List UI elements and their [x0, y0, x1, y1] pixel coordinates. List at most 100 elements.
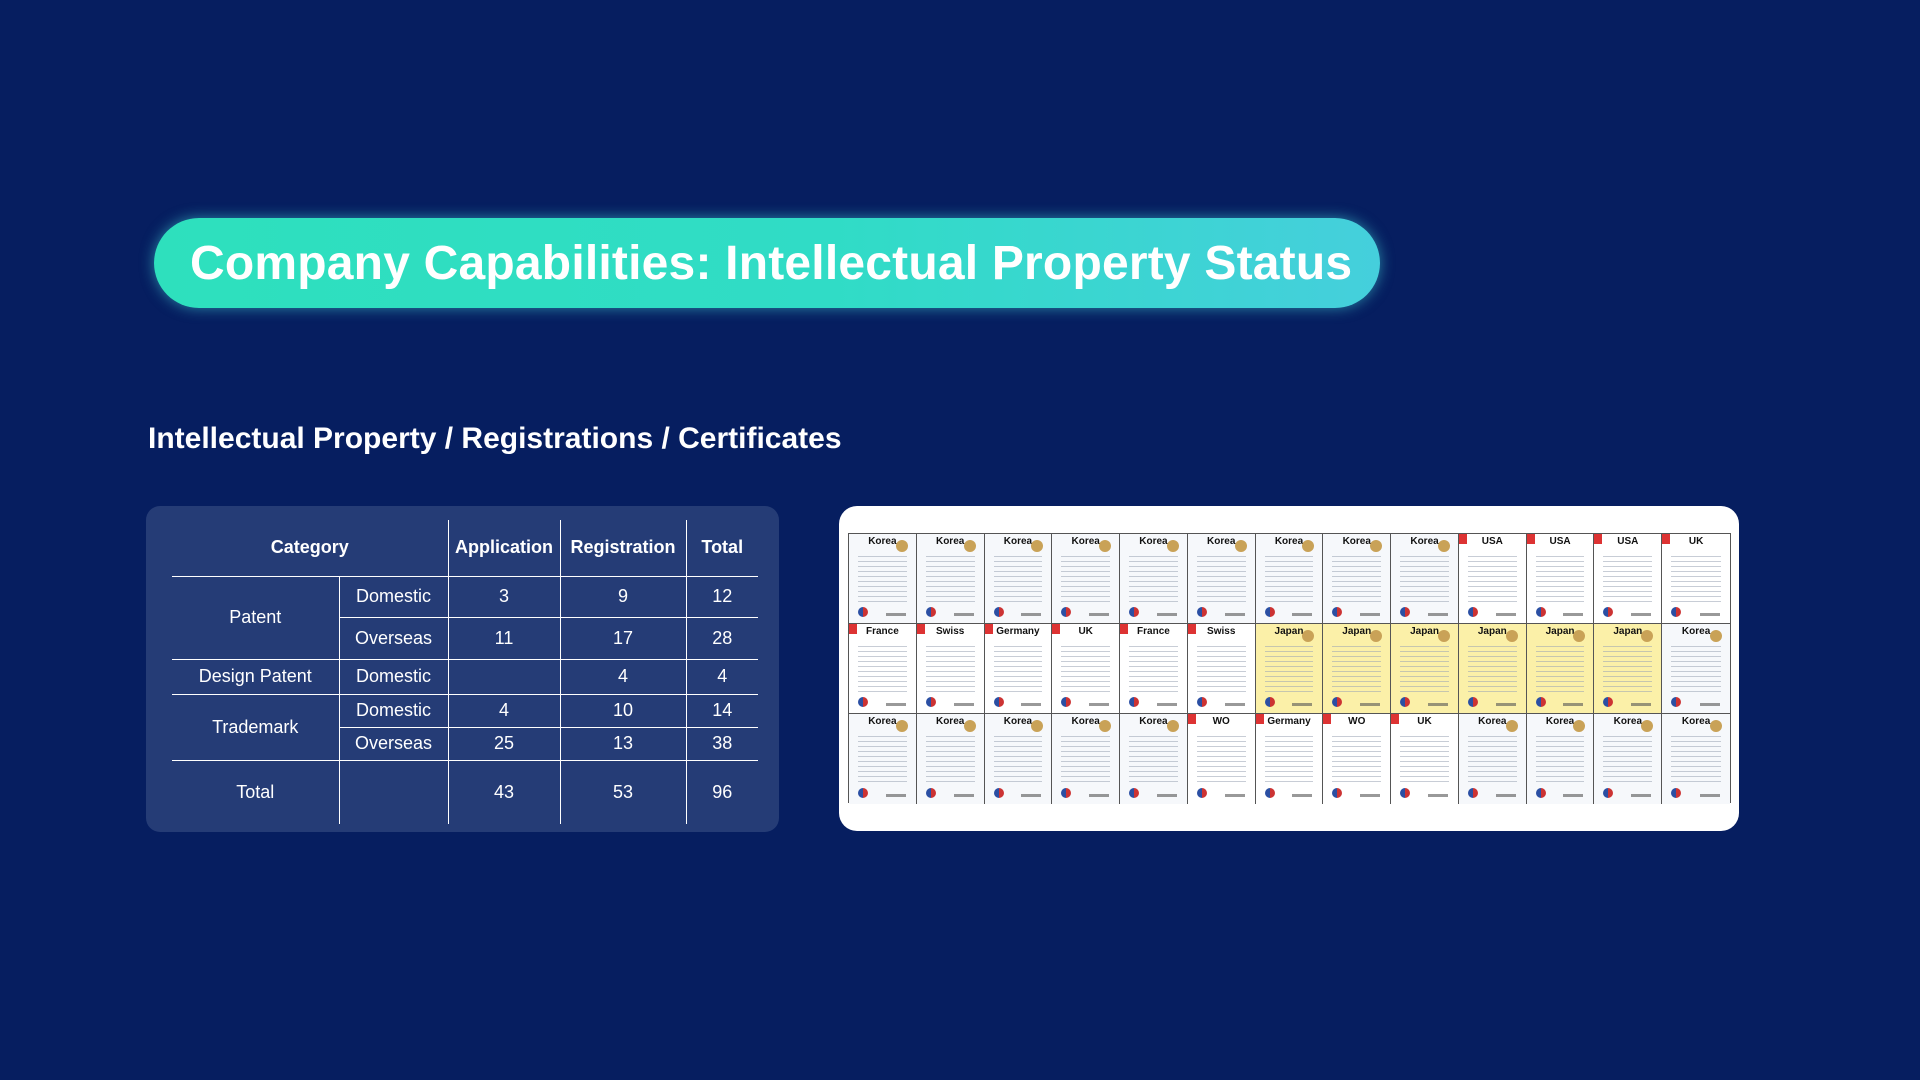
certificate-text-lines	[926, 736, 975, 782]
emblem-icon	[1400, 697, 1410, 707]
signature-mark	[1157, 613, 1177, 616]
category-patent: Patent	[172, 576, 339, 659]
certificate-text-lines	[926, 646, 975, 692]
certificate-text-lines	[858, 646, 907, 692]
cell-application	[448, 659, 560, 694]
signature-mark	[1225, 703, 1245, 706]
emblem-icon	[1061, 607, 1071, 617]
certificate-country: France	[1120, 626, 1187, 637]
cell-application: 25	[448, 727, 560, 760]
certificate-country: France	[849, 626, 916, 637]
cell-total: 38	[686, 727, 758, 760]
certificate-thumbnail: Swiss	[917, 624, 985, 714]
certificate-thumbnail: Korea	[1594, 714, 1662, 804]
emblem-icon	[1265, 697, 1275, 707]
ribbon-icon	[1052, 624, 1060, 634]
signature-mark	[1631, 703, 1651, 706]
seal-icon	[964, 540, 976, 552]
certificate-thumbnail: USA	[1527, 534, 1595, 624]
certificate-thumbnail: France	[849, 624, 917, 714]
certificate-thumbnail: USA	[1459, 534, 1527, 624]
emblem-icon	[1603, 607, 1613, 617]
certificate-text-lines	[994, 736, 1043, 782]
certificate-text-lines	[994, 556, 1043, 602]
signature-mark	[1225, 613, 1245, 616]
emblem-icon	[1332, 788, 1342, 798]
certificate-thumbnail: Korea	[1391, 534, 1459, 624]
certificate-country: UK	[1052, 626, 1119, 637]
table-row-total: Total 43 53 96	[172, 760, 758, 824]
emblem-icon	[1332, 697, 1342, 707]
sub-category: Overseas	[339, 617, 448, 659]
seal-icon	[1031, 540, 1043, 552]
certificate-text-lines	[926, 556, 975, 602]
certificate-text-lines	[1061, 646, 1110, 692]
emblem-icon	[1468, 697, 1478, 707]
signature-mark	[1496, 613, 1516, 616]
signature-mark	[1021, 703, 1041, 706]
total-total: 96	[686, 760, 758, 824]
certificate-thumbnail: Japan	[1323, 624, 1391, 714]
title-banner: Company Capabilities: Intellectual Prope…	[154, 218, 1380, 308]
ribbon-icon	[1662, 534, 1670, 544]
ribbon-icon	[1391, 714, 1399, 724]
table-row: Design Patent Domestic 4 4	[172, 659, 758, 694]
ribbon-icon	[1188, 714, 1196, 724]
emblem-icon	[1468, 607, 1478, 617]
signature-mark	[1225, 794, 1245, 797]
sub-category: Domestic	[339, 576, 448, 617]
signature-mark	[1089, 794, 1109, 797]
seal-icon	[1235, 540, 1247, 552]
certificate-thumbnail: UK	[1052, 624, 1120, 714]
table-row: Trademark Domestic 4 10 14	[172, 694, 758, 727]
emblem-icon	[1671, 607, 1681, 617]
certificate-text-lines	[1129, 556, 1178, 602]
certificate-thumbnail: Korea	[1256, 534, 1324, 624]
seal-icon	[1167, 720, 1179, 732]
emblem-icon	[1265, 788, 1275, 798]
certificate-text-lines	[1197, 556, 1246, 602]
certificate-text-lines	[1671, 646, 1721, 692]
seal-icon	[964, 720, 976, 732]
ip-table-card: Category Application Registration Total …	[146, 506, 779, 832]
emblem-icon	[1265, 607, 1275, 617]
emblem-icon	[1129, 788, 1139, 798]
certificate-thumbnail: UK	[1391, 714, 1459, 804]
emblem-icon	[926, 607, 936, 617]
certificate-text-lines	[1671, 736, 1721, 782]
certificate-thumbnail: Korea	[849, 534, 917, 624]
header-application: Application	[448, 520, 560, 576]
certificate-text-lines	[1536, 736, 1585, 782]
seal-icon	[1302, 540, 1314, 552]
seal-icon	[1099, 720, 1111, 732]
seal-icon	[1370, 630, 1382, 642]
certificate-thumbnail: Japan	[1459, 624, 1527, 714]
seal-icon	[1710, 630, 1722, 642]
signature-mark	[1700, 794, 1720, 797]
signature-mark	[1631, 794, 1651, 797]
page-title: Company Capabilities: Intellectual Prope…	[190, 236, 1352, 291]
ribbon-icon	[1256, 714, 1264, 724]
seal-icon	[1099, 540, 1111, 552]
certificate-text-lines	[858, 736, 907, 782]
header-total: Total	[686, 520, 758, 576]
seal-icon	[1370, 540, 1382, 552]
certificate-country: Germany	[985, 626, 1052, 637]
ip-status-table: Category Application Registration Total …	[172, 520, 758, 824]
certificate-text-lines	[1061, 556, 1110, 602]
certificate-text-lines	[1603, 646, 1652, 692]
emblem-icon	[1468, 788, 1478, 798]
signature-mark	[1089, 703, 1109, 706]
certificate-text-lines	[1671, 556, 1721, 602]
cell-registration: 10	[560, 694, 686, 727]
certificate-country: WO	[1323, 716, 1390, 727]
certificate-country: USA	[1527, 536, 1594, 547]
emblem-icon	[1400, 607, 1410, 617]
signature-mark	[1021, 613, 1041, 616]
signature-mark	[1360, 613, 1380, 616]
emblem-icon	[1671, 697, 1681, 707]
ribbon-icon	[1120, 624, 1128, 634]
emblem-icon	[1603, 697, 1613, 707]
emblem-icon	[1129, 607, 1139, 617]
certificate-text-lines	[1536, 556, 1585, 602]
